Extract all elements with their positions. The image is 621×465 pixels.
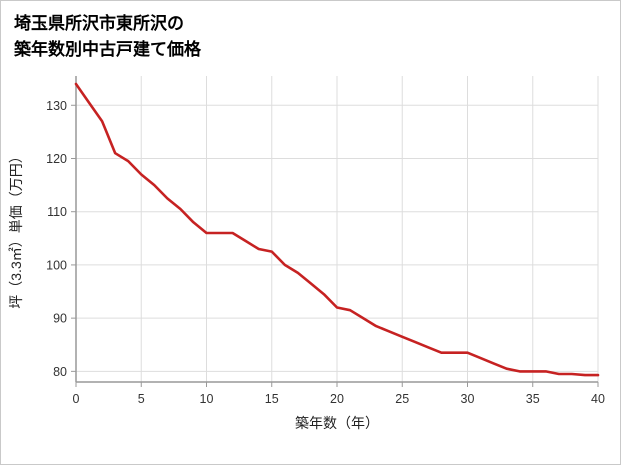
chart-title-line2: 築年数別中古戸建て価格 <box>14 39 201 59</box>
x-tick-label: 15 <box>265 392 279 406</box>
line-chart: 0 5 10 15 20 25 30 35 40 80 90 100 110 120 130 築年数（年） 坪（… <box>8 76 605 431</box>
x-axis-label: 築年数（年） <box>295 415 379 431</box>
y-tick-label: 120 <box>46 152 67 166</box>
y-tick-label: 80 <box>53 365 67 379</box>
y-tick-label: 130 <box>46 99 67 113</box>
x-tick-label: 40 <box>591 392 605 406</box>
y-tick-label: 110 <box>47 205 67 219</box>
y-axis-label: 坪（3.3㎡）単価（万円） <box>8 149 24 308</box>
x-tick-label: 0 <box>73 392 80 406</box>
chart-title-line1: 埼玉県所沢市東所沢の <box>14 14 184 33</box>
y-tick-label: 100 <box>46 258 67 272</box>
x-tick-label: 30 <box>461 392 475 406</box>
x-tick-label: 20 <box>330 392 344 406</box>
x-tick-label: 25 <box>395 392 409 406</box>
chart-title: 埼玉県所沢市東所沢の 築年数別中古戸建て価格 <box>1 1 620 64</box>
price-line <box>74 82 600 377</box>
x-tick-label: 35 <box>526 392 540 406</box>
x-tick-label: 5 <box>138 392 145 406</box>
y-tick-label: 90 <box>53 312 67 326</box>
x-tick-label: 10 <box>200 392 214 406</box>
